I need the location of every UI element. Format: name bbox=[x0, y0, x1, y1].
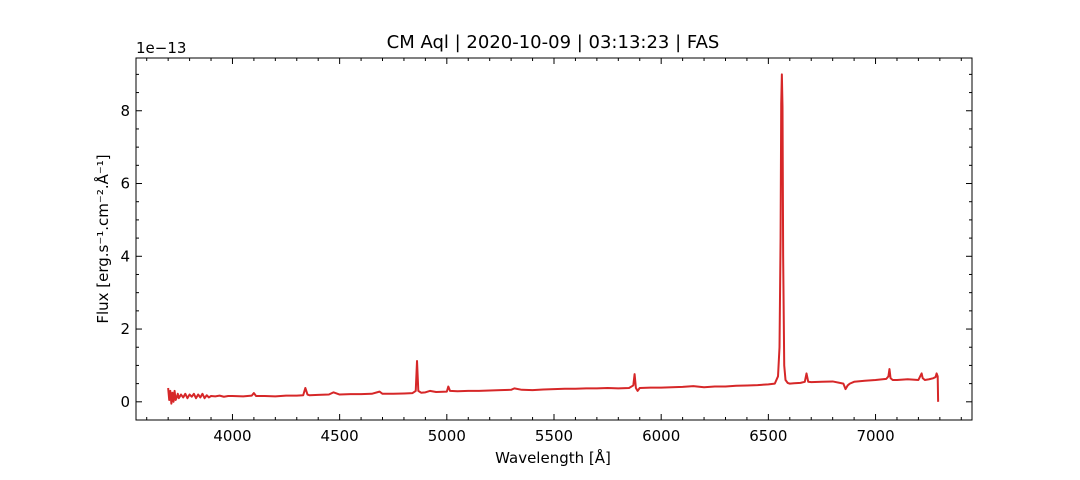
y-tick-label: 2 bbox=[120, 320, 130, 338]
y-tick-label: 4 bbox=[120, 247, 130, 265]
y-tick-label: 0 bbox=[120, 393, 130, 411]
x-tick-label: 6000 bbox=[642, 427, 680, 445]
x-tick-label: 6500 bbox=[749, 427, 787, 445]
plot-frame bbox=[135, 57, 973, 421]
y-tick-label: 8 bbox=[120, 102, 130, 120]
plot-area bbox=[135, 57, 973, 421]
x-axis: 4000 4500 5000 5500 6000 6500 7000 bbox=[146, 58, 962, 445]
y-tick-label: 6 bbox=[120, 175, 130, 193]
spectrum-line bbox=[167, 73, 940, 405]
x-tick-label: 5500 bbox=[535, 427, 573, 445]
y-axis-label: Flux [erg.s⁻¹.cm⁻².Å⁻¹] bbox=[93, 154, 112, 323]
x-axis-label: Wavelength [Å] bbox=[495, 448, 611, 467]
x-tick-label: 5000 bbox=[428, 427, 466, 445]
x-tick-label: 4000 bbox=[213, 427, 251, 445]
x-tick-label: 4500 bbox=[321, 427, 359, 445]
y-axis: 0 2 4 6 8 bbox=[120, 73, 972, 411]
x-tick-label: 7000 bbox=[856, 427, 894, 445]
chart-title: CM Aql | 2020-10-09 | 03:13:23 | FAS bbox=[387, 32, 720, 53]
y-offset-label: 1e−13 bbox=[136, 39, 186, 57]
